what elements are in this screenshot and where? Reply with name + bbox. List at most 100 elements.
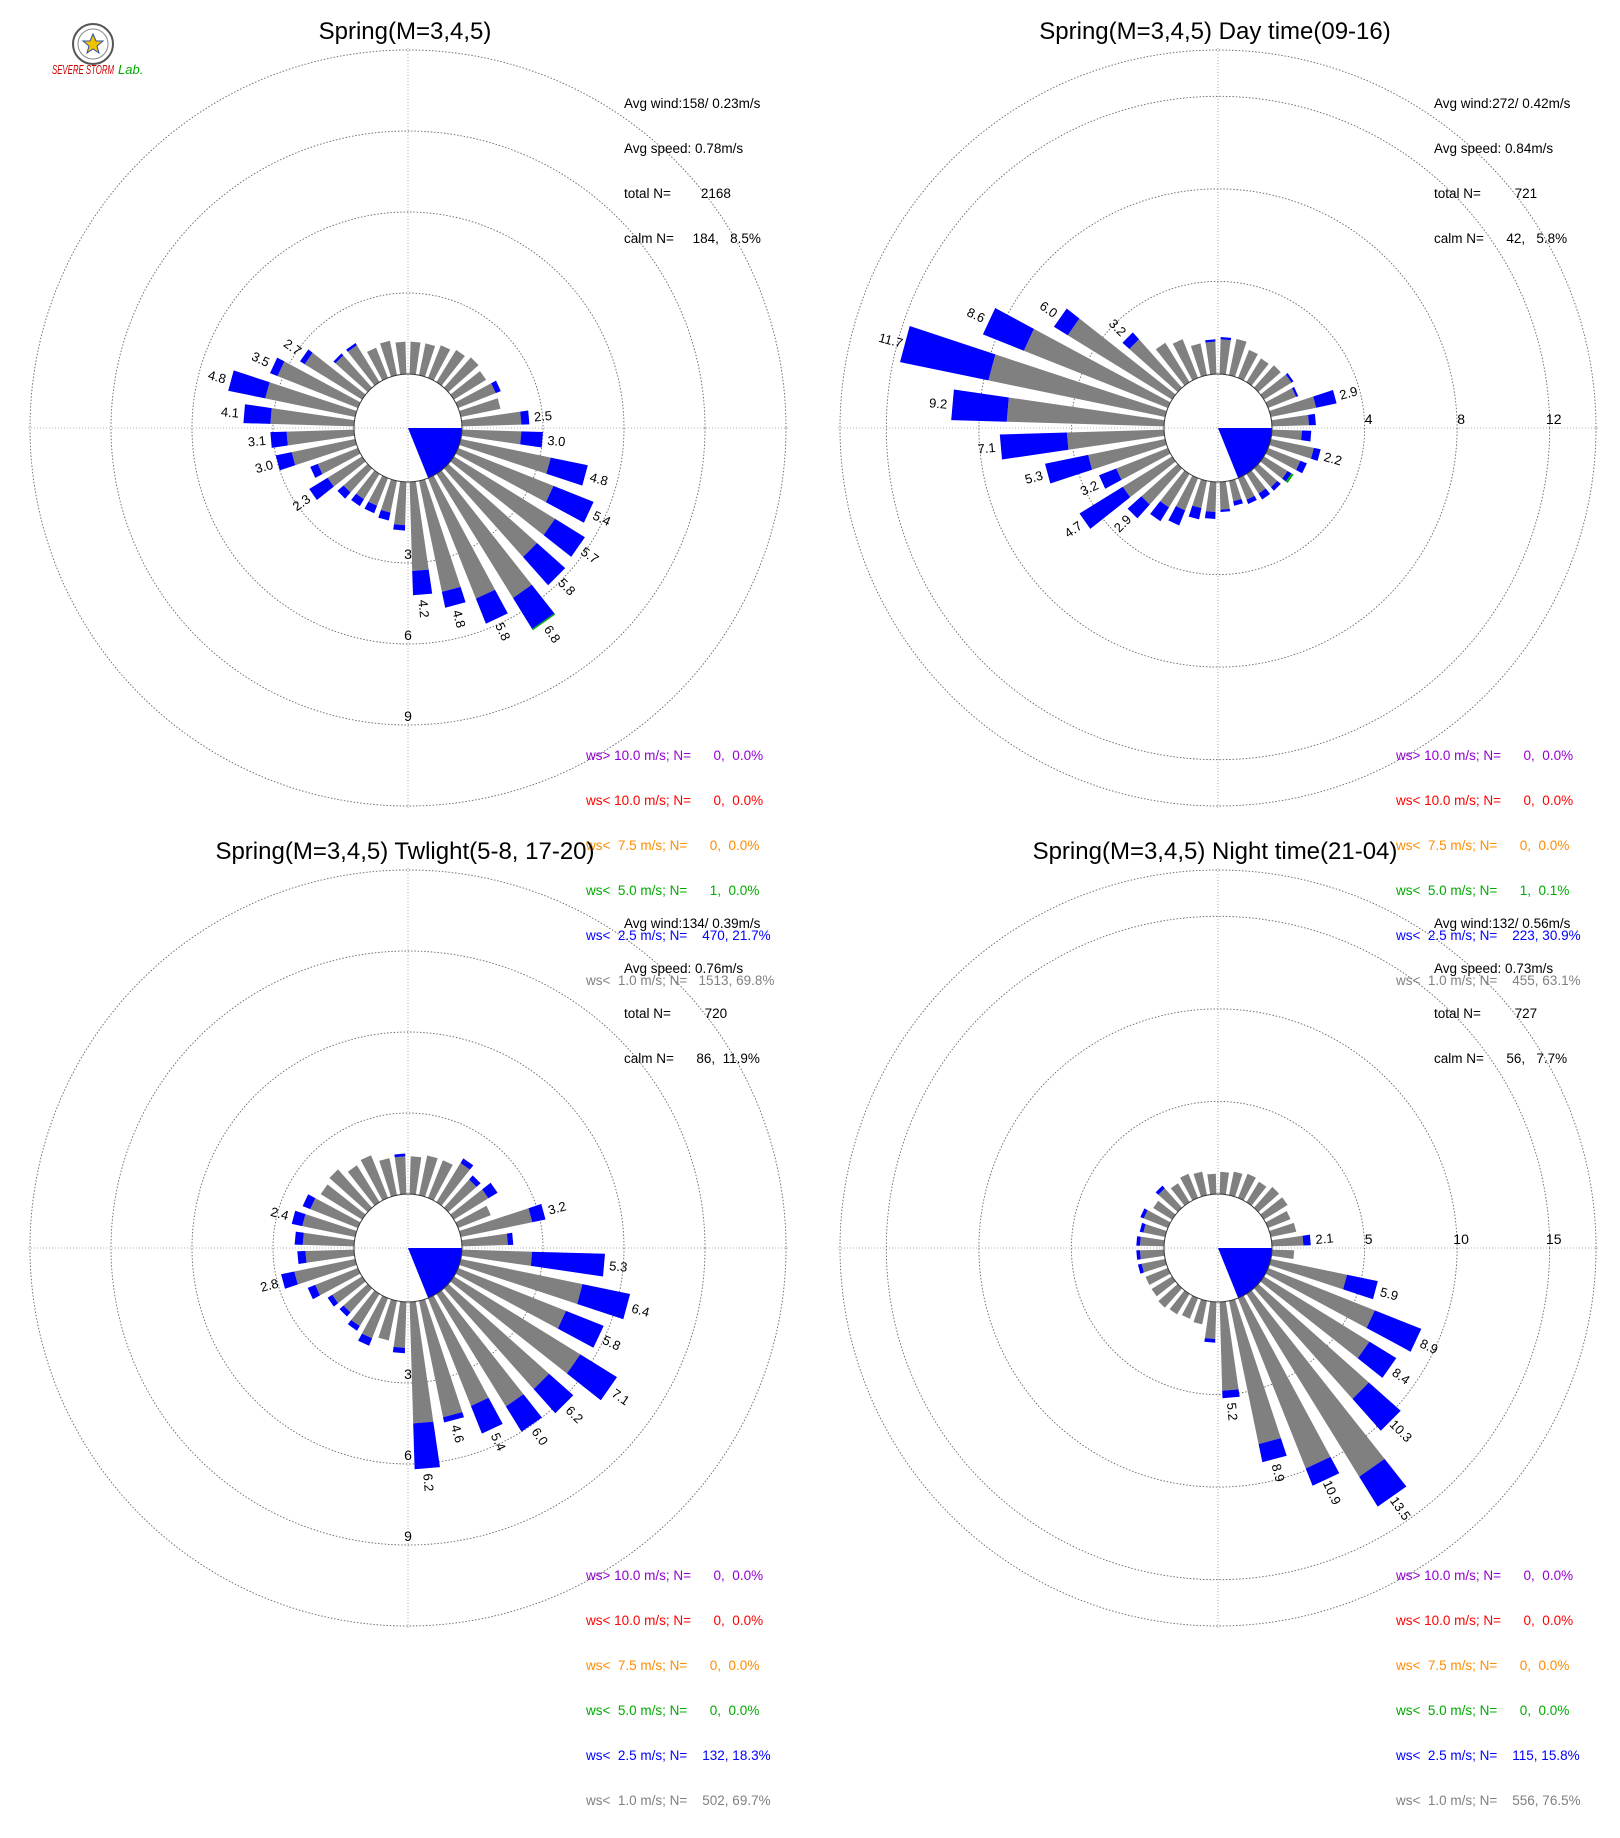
petal-gray-segment bbox=[1246, 1181, 1267, 1206]
ring-label: 12 bbox=[1546, 411, 1562, 427]
petal-blue-segment bbox=[1301, 430, 1312, 442]
petal bbox=[394, 1153, 407, 1195]
petal-blue-segment bbox=[1352, 1382, 1401, 1431]
petal bbox=[1204, 1301, 1217, 1343]
petal-label: 5.3 bbox=[609, 1258, 628, 1275]
petal-blue-segment bbox=[1137, 1263, 1144, 1274]
calm-circle-outline bbox=[1163, 373, 1273, 483]
petal-label: 5.8 bbox=[492, 620, 513, 643]
petal bbox=[351, 470, 380, 507]
petal-gray-segment bbox=[379, 1158, 397, 1197]
petal-blue-segment bbox=[1079, 486, 1131, 529]
petal-gray-segment bbox=[327, 456, 366, 487]
petal bbox=[419, 1299, 464, 1423]
petal bbox=[1246, 1181, 1267, 1206]
petal-gray-segment bbox=[455, 1205, 491, 1228]
petal bbox=[1188, 479, 1207, 520]
petal-gray-segment bbox=[1207, 1173, 1217, 1195]
petal-blue-segment bbox=[351, 493, 364, 507]
petal bbox=[443, 1175, 481, 1213]
petal-blue-segment bbox=[310, 463, 323, 478]
petal-gray-segment bbox=[302, 1232, 355, 1247]
petal-gray-segment bbox=[1260, 374, 1292, 400]
petal-gray-segment bbox=[394, 481, 407, 526]
calm-white-sector bbox=[1218, 402, 1273, 428]
ring-label: 6 bbox=[404, 1447, 412, 1463]
legend-entry: ws< 10.0 m/s; N= 0, 0.0% bbox=[1396, 1613, 1574, 1628]
petal bbox=[310, 448, 361, 478]
petal-gray-segment bbox=[409, 1156, 422, 1195]
petal-gray-segment bbox=[419, 479, 461, 592]
petal-blue-segment bbox=[1220, 508, 1231, 512]
petal bbox=[346, 343, 380, 386]
avg-wind: Avg wind:132/ 0.56m/s bbox=[1434, 916, 1571, 931]
petal-gray-segment bbox=[395, 341, 407, 375]
petal-gray-segment bbox=[1066, 429, 1165, 450]
petal-blue-segment bbox=[307, 1284, 320, 1300]
petal-gray-segment bbox=[461, 411, 522, 427]
petal-gray-segment bbox=[351, 1290, 380, 1327]
petal bbox=[333, 353, 373, 393]
petal-gray-segment bbox=[360, 1155, 388, 1201]
petal-gray-segment bbox=[419, 1299, 463, 1418]
petal bbox=[1190, 343, 1207, 377]
petal bbox=[1193, 1299, 1207, 1325]
petal bbox=[450, 371, 487, 400]
petal-gray-segment bbox=[1271, 414, 1309, 427]
petal bbox=[428, 475, 508, 624]
petal bbox=[459, 1203, 546, 1237]
petal bbox=[428, 345, 451, 381]
petal bbox=[1219, 1171, 1229, 1195]
petal-blue-segment bbox=[309, 477, 334, 500]
petal bbox=[459, 398, 501, 417]
wind-rose-grid: 2.5 3.0 4.8 5.4 5.7 5.8 6.8 5.8 4.8 4.2 2.3 3.0 3.1 4… bbox=[28, 18, 1598, 1808]
ring-label: 15 bbox=[1546, 1231, 1562, 1247]
petal-gray-segment bbox=[1006, 397, 1165, 427]
petal bbox=[455, 380, 501, 408]
petal-blue-segment bbox=[543, 518, 585, 557]
logo-star-icon bbox=[81, 32, 105, 55]
petal-label: 2.4 bbox=[269, 1204, 290, 1223]
petal-blue-segment bbox=[275, 452, 296, 471]
petal bbox=[1260, 1276, 1397, 1378]
petal-gray-segment bbox=[436, 1290, 524, 1407]
petal-blue-segment bbox=[327, 1294, 339, 1307]
petal-blue-segment bbox=[228, 370, 270, 399]
calm-circle-outline bbox=[353, 1193, 463, 1303]
petal-blue-segment bbox=[270, 357, 285, 377]
petal-gray-segment bbox=[459, 398, 501, 417]
petal-gray-segment bbox=[1205, 341, 1217, 375]
ring-circle bbox=[1070, 1100, 1366, 1396]
petal bbox=[1229, 479, 1243, 506]
ring-circle bbox=[978, 188, 1458, 668]
petal bbox=[1193, 1171, 1207, 1197]
petal bbox=[337, 463, 373, 499]
petal-gray-segment bbox=[461, 1233, 508, 1247]
petal-gray-segment bbox=[443, 1283, 550, 1390]
petal bbox=[270, 357, 361, 408]
petal-gray-segment bbox=[1229, 1299, 1281, 1445]
panel-title: Spring(M=3,4,5) Twlight(5-8, 17-20) bbox=[215, 838, 595, 865]
petal-blue-segment bbox=[1122, 332, 1139, 349]
petal-gray-segment bbox=[455, 1268, 566, 1329]
wind-rose-chart-daytime: 2.9 2.2 2.9 4.7 3.2 5.3 7.1 9.2 11.7 8.6 6.0 3.2 4 8 1… bbox=[838, 48, 1598, 808]
petal-blue-segment bbox=[557, 1310, 604, 1348]
petal-blue-segment bbox=[393, 524, 406, 531]
petal-blue-segment bbox=[1204, 1338, 1216, 1343]
legend-entry: ws< 7.5 m/s; N= 0, 0.0% bbox=[586, 1658, 760, 1673]
petal-label: 10.9 bbox=[1320, 1478, 1344, 1507]
petal-gray-segment bbox=[443, 1179, 477, 1213]
petal-gray-segment bbox=[1265, 1268, 1375, 1328]
petal-label: 3.2 bbox=[1106, 316, 1129, 339]
petal-blue-segment bbox=[443, 1412, 464, 1423]
ring-label: 6 bbox=[404, 627, 412, 643]
petal-blue-segment bbox=[441, 586, 466, 608]
petal bbox=[409, 1156, 422, 1195]
petal-label: 3.0 bbox=[547, 433, 566, 450]
petal bbox=[1253, 365, 1281, 393]
petal-label: 10.3 bbox=[1387, 1417, 1416, 1446]
calm-white-sector bbox=[408, 1222, 463, 1248]
petal-gray-segment bbox=[335, 355, 373, 393]
petal-label: 6.0 bbox=[529, 1425, 552, 1448]
logo-text-main: SEVERE STORM bbox=[52, 62, 114, 77]
